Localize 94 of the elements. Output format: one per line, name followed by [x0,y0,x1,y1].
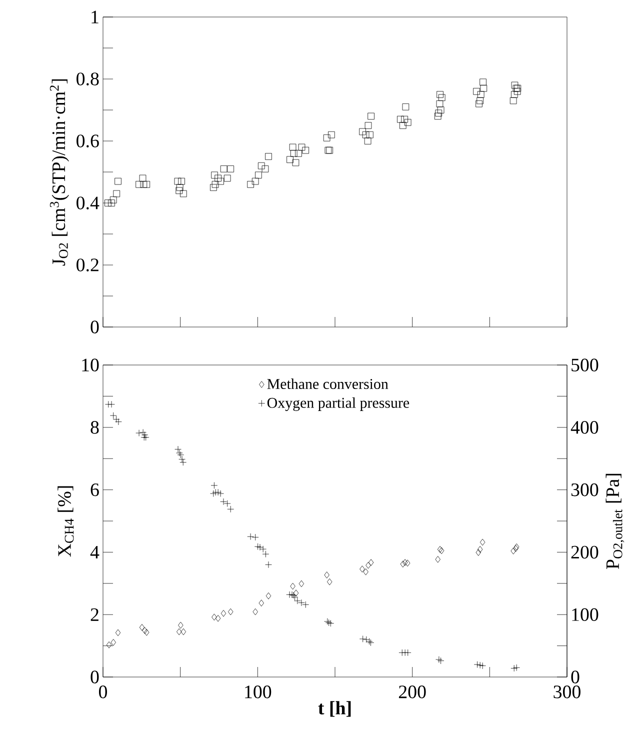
y-tick-label: 4 [90,546,100,558]
point [224,500,231,507]
x-tick-label: 300 [554,686,580,698]
point [178,622,184,629]
point [106,641,112,648]
point [363,568,368,576]
point [513,545,518,552]
point [324,572,330,578]
x-tick-label: 200 [398,686,426,698]
point [210,490,217,497]
point [402,649,408,656]
point [360,566,365,572]
point [110,412,117,419]
point [402,559,408,566]
point [298,580,304,588]
point [479,662,486,670]
point [110,638,116,646]
point [510,548,516,554]
point [252,534,259,541]
point [404,649,412,656]
y2-tick-label: 100 [572,608,598,621]
point [477,546,483,553]
point [400,560,406,568]
point [294,597,301,604]
x-tick-label: 100 [245,686,272,698]
point [214,488,222,496]
x-axis-title: t [h] [318,701,351,717]
point [359,636,366,642]
point [258,600,264,606]
point [115,629,121,636]
point [326,578,332,586]
point [210,482,218,489]
y-tick-label: 6 [90,483,99,496]
point [180,458,187,466]
point [139,624,145,631]
y2-tick-label: 300 [571,483,598,496]
point [302,601,310,608]
point [256,544,264,551]
point [265,561,272,568]
y-tick-label: 0.6 [76,134,99,148]
point [476,662,484,669]
y-tick-label: 0.4 [76,196,100,210]
point [476,549,481,556]
y-tick-label: 10 [82,358,99,372]
point [513,664,520,672]
point [247,533,254,540]
point [228,608,234,616]
point [510,664,518,672]
point [215,614,221,622]
point [212,614,217,620]
y-tick-label: 0 [90,320,99,334]
y-tick-label: 8 [90,421,99,434]
point [112,416,120,423]
point [252,608,258,616]
point [217,490,224,497]
y2-tick-label: 0 [571,670,580,684]
point [436,656,442,663]
point [108,400,115,408]
point [437,657,444,664]
point [404,560,410,567]
point [474,661,481,668]
point [220,498,227,506]
y2-tick-label: 400 [570,421,598,434]
point [142,627,148,634]
point [327,620,334,627]
point [115,418,122,426]
point [141,431,148,438]
point [480,538,486,546]
y-tick-label: 2 [90,608,98,621]
point [176,628,182,636]
y-tick-label: 0 [90,670,99,684]
point [227,506,234,513]
point [212,488,219,496]
point [514,543,520,550]
point [266,592,272,600]
point [435,556,440,563]
point [290,582,296,590]
point [144,628,150,636]
y-tick-label: 0.8 [76,72,99,86]
point [293,590,299,596]
y-axis-title: X$_{CH4}$ [%] [58,486,74,557]
y2-axis-title: P$_{O2,outlet}$ [Pa] [606,474,624,569]
point [220,610,226,617]
y-tick-label: 1 [92,10,98,24]
legend-label: Oxygen partial pressure [267,397,410,411]
y-tick-label: 0.2 [76,258,98,272]
point [180,628,186,636]
legend-label: Methane conversion [267,378,388,390]
y2-tick-label: 200 [571,546,598,559]
point [368,559,374,566]
y2-tick-label: 500 [572,358,598,372]
point [174,446,182,453]
point [366,562,371,569]
y-axis-title: J$_{O2}$ [cm$^{3}$(STP)/min·cm$^{2}$] [50,79,69,266]
